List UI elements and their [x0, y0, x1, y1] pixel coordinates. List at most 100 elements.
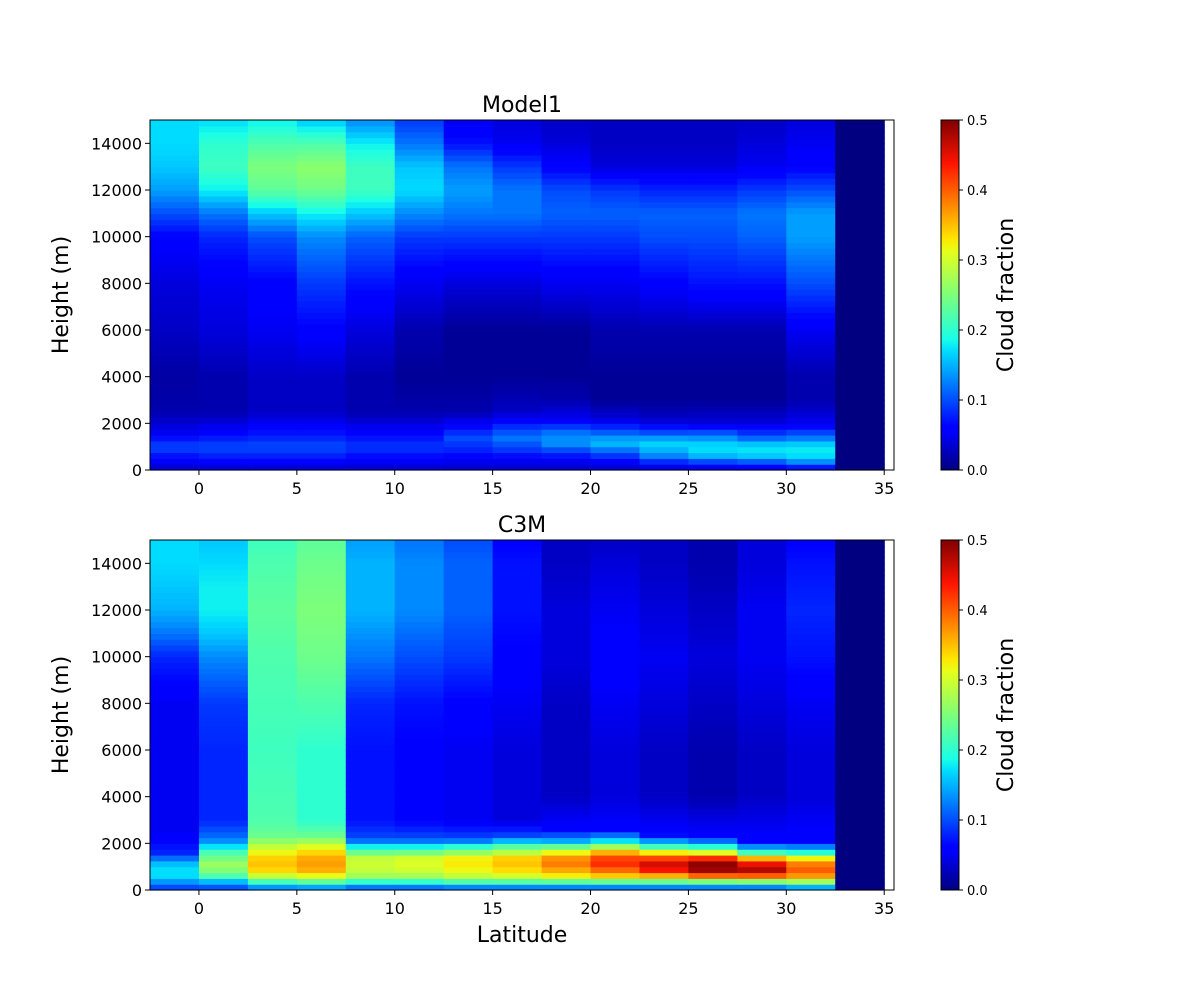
- heatmap-cell: [247, 382, 298, 389]
- heatmap-cell: [492, 382, 543, 389]
- heatmap-cell: [345, 300, 396, 308]
- heatmap-cell: [198, 260, 249, 267]
- heatmap-cell: [590, 849, 641, 856]
- heatmap-cell: [247, 195, 298, 203]
- heatmap-cell: [639, 458, 690, 465]
- heatmap-cell: [639, 254, 690, 261]
- heatmap-cell: [150, 825, 200, 833]
- heatmap-cell: [394, 592, 445, 599]
- heatmap-cell: [296, 155, 347, 162]
- heatmap-cell: [394, 621, 445, 629]
- heatmap-cell: [296, 178, 347, 185]
- heatmap-cell: [541, 423, 592, 430]
- heatmap-cell: [492, 650, 543, 658]
- heatmap-cell: [737, 866, 787, 874]
- heatmap-cell: [688, 370, 738, 378]
- heatmap-cell: [443, 201, 494, 209]
- heatmap-cell: [835, 697, 885, 704]
- heatmap-cell: [590, 703, 641, 710]
- heatmap-cell: [786, 306, 836, 314]
- heatmap-cell: [541, 878, 592, 885]
- heatmap-cell: [590, 668, 641, 675]
- heatmap-cell: [639, 545, 690, 553]
- heatmap-cell: [443, 400, 494, 407]
- heatmap-cell: [394, 306, 445, 314]
- heatmap-cell: [688, 335, 738, 343]
- heatmap-cell: [296, 254, 347, 261]
- heatmap-cell: [443, 312, 494, 319]
- heatmap-cell: [590, 720, 641, 728]
- heatmap-cell: [737, 417, 787, 424]
- heatmap-cell: [443, 738, 494, 745]
- heatmap-cell: [150, 225, 200, 232]
- model1-x-axis: 0 5 10 15 20 25 30 35: [194, 470, 894, 498]
- heatmap-cell: [150, 586, 200, 594]
- heatmap-cell: [247, 726, 298, 734]
- heatmap-cell: [198, 545, 249, 553]
- heatmap-cell: [492, 160, 543, 168]
- heatmap-cell: [737, 265, 787, 273]
- heatmap-cell: [296, 878, 347, 885]
- heatmap-cell: [737, 744, 787, 751]
- heatmap-cell: [296, 843, 347, 850]
- heatmap-cell: [443, 645, 494, 652]
- heatmap-cell: [394, 627, 445, 634]
- heatmap-cell: [198, 761, 249, 769]
- heatmap-cell: [394, 610, 445, 617]
- heatmap-cell: [198, 744, 249, 751]
- heatmap-cell: [688, 685, 738, 693]
- heatmap-cell: [590, 866, 641, 874]
- heatmap-cell: [639, 650, 690, 658]
- heatmap-cell: [345, 884, 396, 891]
- heatmap-cell: [443, 120, 494, 127]
- heatmap-cell: [688, 674, 738, 681]
- heatmap-cell: [688, 289, 738, 296]
- heatmap-cell: [688, 306, 738, 314]
- heatmap-cell: [247, 440, 298, 448]
- heatmap-cell: [247, 802, 298, 809]
- heatmap-cell: [492, 633, 543, 640]
- heatmap-cell: [394, 545, 445, 553]
- heatmap-cell: [590, 563, 641, 570]
- heatmap-cell: [541, 365, 592, 372]
- heatmap-cell: [835, 429, 885, 436]
- heatmap-cell: [639, 277, 690, 284]
- heatmap-cell: [541, 265, 592, 273]
- heatmap-cell: [835, 230, 885, 238]
- heatmap-cell: [296, 277, 347, 284]
- heatmap-cell: [639, 680, 690, 687]
- heatmap-cell: [639, 195, 690, 203]
- heatmap-cell: [296, 143, 347, 150]
- heatmap-cell: [835, 178, 885, 185]
- heatmap-cell: [150, 242, 200, 249]
- heatmap-cell: [639, 674, 690, 681]
- heatmap-cell: [296, 557, 347, 564]
- heatmap-cell: [150, 551, 200, 559]
- heatmap-cell: [688, 808, 738, 815]
- heatmap-cell: [835, 394, 885, 401]
- heatmap-cell: [443, 831, 494, 839]
- heatmap-cell: [345, 131, 396, 139]
- heatmap-cell: [688, 860, 738, 868]
- heatmap-column: [737, 120, 787, 471]
- heatmap-cell: [150, 125, 200, 133]
- heatmap-column: [492, 120, 543, 471]
- heatmap-cell: [639, 400, 690, 407]
- heatmap-cell: [590, 761, 641, 769]
- heatmap-cell: [296, 306, 347, 314]
- heatmap-cell: [639, 131, 690, 139]
- heatmap-cell: [296, 429, 347, 436]
- heatmap-cell: [150, 260, 200, 267]
- heatmap-cell: [150, 207, 200, 214]
- heatmap-column: [737, 540, 787, 891]
- heatmap-cell: [639, 184, 690, 191]
- heatmap-cell: [590, 446, 641, 454]
- heatmap-cell: [688, 586, 738, 594]
- heatmap-cell: [541, 569, 592, 576]
- heatmap-cell: [394, 755, 445, 763]
- heatmap-cell: [786, 726, 836, 734]
- heatmap-cell: [345, 312, 396, 319]
- x-tick-label: 25: [678, 479, 698, 498]
- heatmap-cell: [786, 703, 836, 710]
- heatmap-cell: [198, 872, 249, 879]
